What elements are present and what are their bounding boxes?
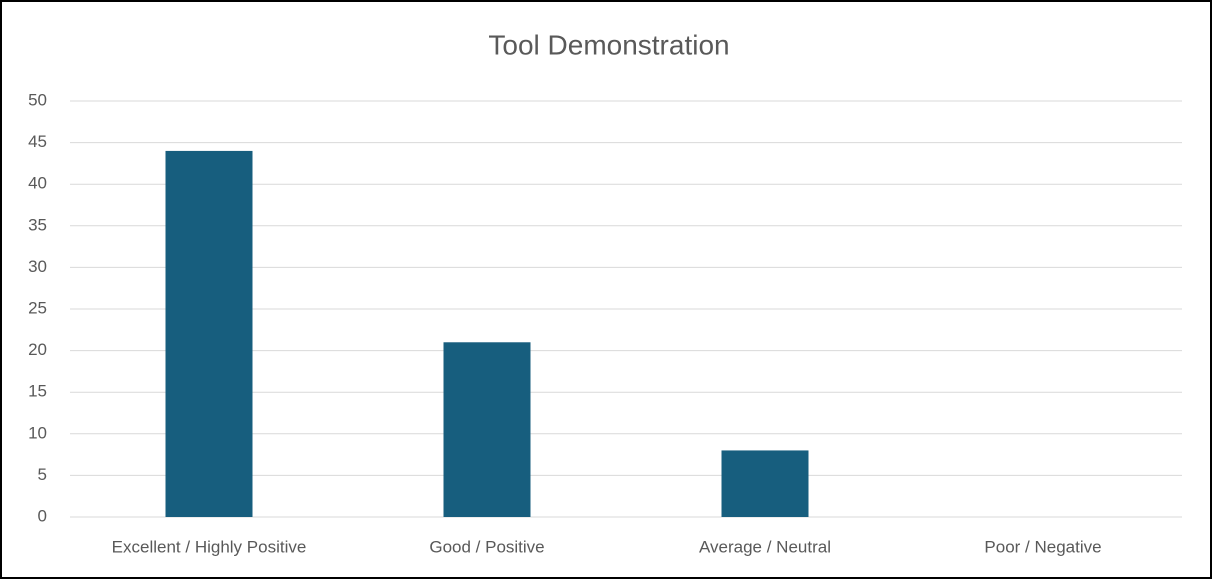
bar <box>165 150 253 518</box>
x-tick-label: Poor / Negative <box>984 537 1101 556</box>
x-tick-label: Good / Positive <box>429 537 544 556</box>
y-tick-label: 25 <box>28 298 47 317</box>
chart-title: Tool Demonstration <box>488 29 729 60</box>
x-tick-label: Average / Neutral <box>699 537 831 556</box>
y-tick-label: 30 <box>28 257 47 276</box>
y-tick-label: 5 <box>38 465 47 484</box>
y-tick-label: 0 <box>38 506 47 525</box>
y-tick-label: 20 <box>28 340 47 359</box>
bar <box>443 342 531 517</box>
y-tick-label: 45 <box>28 132 47 151</box>
x-tick-label: Excellent / Highly Positive <box>112 537 307 556</box>
y-tick-label: 50 <box>28 90 47 109</box>
y-tick-label: 40 <box>28 174 47 193</box>
bar <box>721 450 809 517</box>
y-tick-label: 35 <box>28 215 47 234</box>
y-tick-label: 15 <box>28 382 47 401</box>
y-tick-label: 10 <box>28 423 47 442</box>
